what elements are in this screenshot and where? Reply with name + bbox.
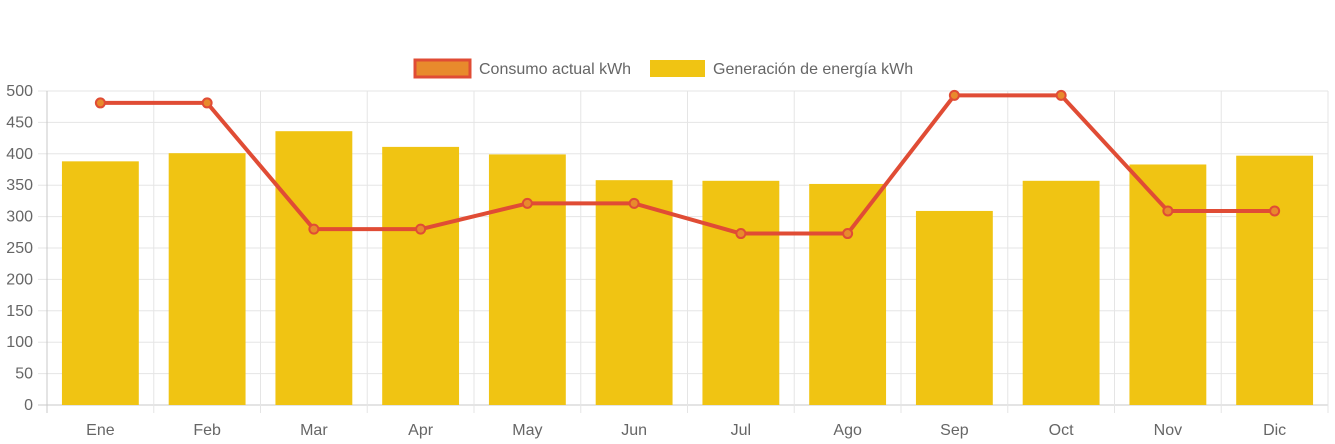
bar-generacion[interactable] — [702, 180, 780, 405]
consumo-line — [94, 89, 1281, 240]
bar-generacion[interactable] — [168, 153, 246, 405]
legend-swatch-consumo — [413, 58, 472, 79]
point-consumo[interactable] — [521, 197, 533, 209]
point-consumo[interactable] — [94, 97, 106, 109]
point-consumo[interactable] — [628, 197, 640, 209]
legend: Consumo actual kWh Generación de energía… — [413, 58, 913, 79]
point-consumo[interactable] — [1162, 205, 1174, 217]
x-tick-label: Jul — [731, 422, 751, 439]
legend-swatch-generacion — [650, 60, 705, 77]
y-axis: 0 50 100 150 200 250 300 350 400 450 500 — [6, 83, 33, 414]
x-tick-label: Oct — [1049, 422, 1074, 439]
x-tick-label: Dic — [1263, 422, 1286, 439]
bar-generacion[interactable] — [382, 146, 460, 405]
y-tick-label: 400 — [6, 146, 33, 163]
x-tick-label: Feb — [193, 422, 221, 439]
y-tick-label: 500 — [6, 83, 33, 100]
bar-generacion[interactable] — [1129, 164, 1207, 405]
grid — [38, 90, 1329, 413]
point-consumo[interactable] — [201, 97, 213, 109]
y-tick-label: 50 — [15, 366, 33, 383]
bar-generacion[interactable] — [1022, 180, 1100, 405]
bar-generacion[interactable] — [275, 131, 353, 405]
point-consumo[interactable] — [1269, 205, 1281, 217]
x-axis: Ene Feb Mar Apr May Jun Jul Ago Sep Oct Nov Dic — [86, 422, 1286, 439]
y-tick-label: 250 — [6, 240, 33, 257]
x-tick-label: May — [512, 422, 542, 439]
bars — [61, 131, 1314, 405]
y-tick-label: 0 — [24, 397, 33, 414]
bar-generacion[interactable] — [488, 154, 566, 405]
x-tick-label: Mar — [300, 422, 328, 439]
x-tick-label: Ago — [833, 422, 862, 439]
x-tick-label: Apr — [408, 422, 434, 439]
y-tick-label: 200 — [6, 271, 33, 288]
legend-label-consumo: Consumo actual kWh — [479, 61, 631, 78]
y-tick-label: 100 — [6, 334, 33, 351]
point-consumo[interactable] — [735, 228, 747, 240]
legend-item-generacion[interactable]: Generación de energía kWh — [650, 60, 913, 78]
x-tick-label: Jun — [621, 422, 647, 439]
line-consumo — [100, 93, 1275, 236]
bar-generacion[interactable] — [61, 161, 139, 405]
x-tick-label: Nov — [1154, 422, 1182, 439]
point-consumo[interactable] — [1055, 89, 1067, 101]
point-consumo[interactable] — [948, 89, 960, 101]
x-tick-label: Sep — [940, 422, 969, 439]
y-tick-label: 350 — [6, 177, 33, 194]
bar-generacion[interactable] — [1236, 155, 1314, 405]
bar-generacion[interactable] — [915, 210, 993, 405]
legend-item-consumo[interactable]: Consumo actual kWh — [413, 58, 631, 79]
point-consumo[interactable] — [308, 223, 320, 235]
point-consumo[interactable] — [842, 228, 854, 240]
legend-label-generacion: Generación de energía kWh — [713, 61, 913, 78]
point-consumo[interactable] — [415, 223, 427, 235]
y-tick-label: 150 — [6, 303, 33, 320]
bar-generacion[interactable] — [595, 180, 673, 405]
y-tick-label: 300 — [6, 209, 33, 226]
x-tick-label: Ene — [86, 422, 115, 439]
y-tick-label: 450 — [6, 114, 33, 131]
bar-generacion[interactable] — [809, 183, 887, 405]
